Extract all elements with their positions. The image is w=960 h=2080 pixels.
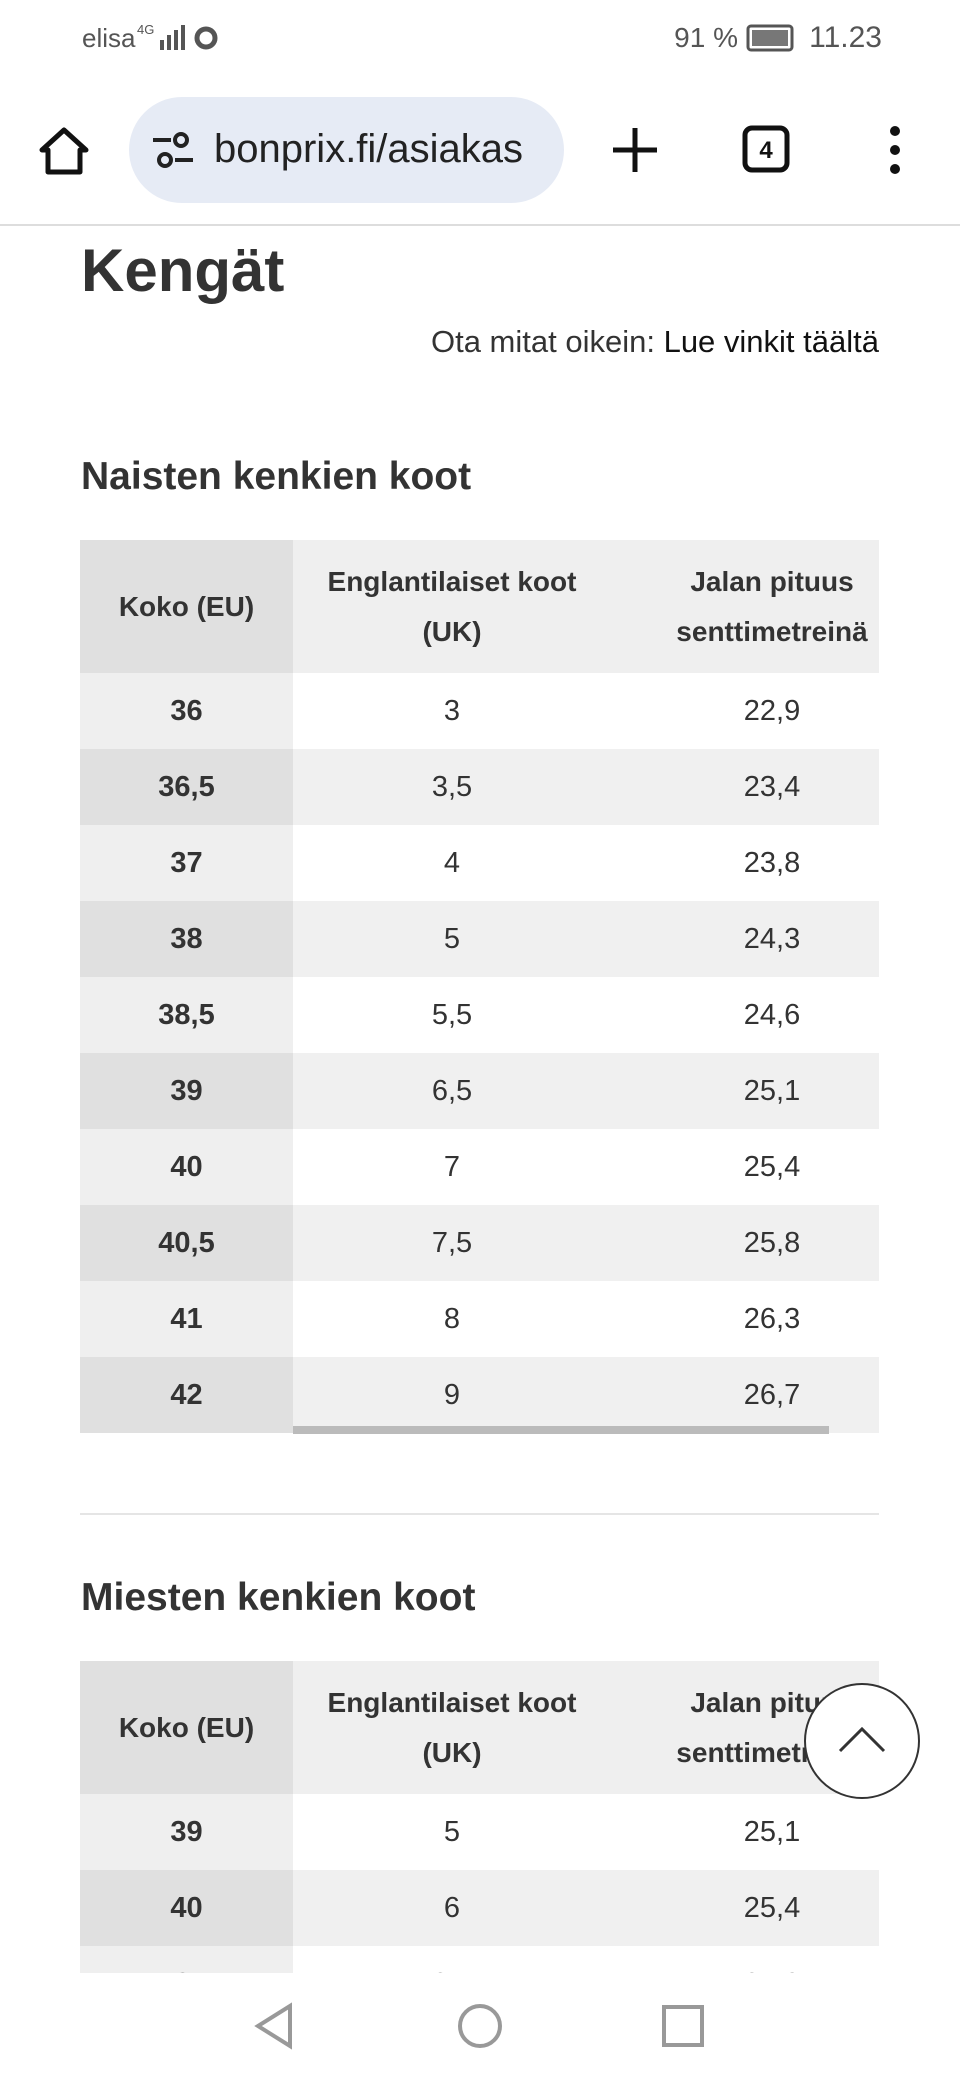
size-cell: 24,3 bbox=[611, 901, 879, 977]
size-cell: 24,6 bbox=[611, 977, 879, 1053]
size-cell: 7,5 bbox=[293, 1205, 611, 1281]
size-row: 42 9 26,7 bbox=[80, 1357, 879, 1433]
size-cell: 5 bbox=[293, 901, 611, 977]
size-cell: 5 bbox=[293, 1794, 611, 1870]
size-row: 37 4 23,8 bbox=[80, 825, 879, 901]
size-row: 36,5 3,5 23,4 bbox=[80, 749, 879, 825]
size-cell: 39 bbox=[80, 1794, 293, 1870]
column-header: Koko (EU) bbox=[80, 540, 293, 673]
section-title: Miesten kenkien koot bbox=[81, 1576, 476, 1619]
size-row: 40 6 25,4 bbox=[80, 1870, 879, 1946]
size-cell: 26,7 bbox=[611, 1357, 879, 1433]
tab-count: 4 bbox=[759, 137, 773, 164]
size-cell: 38,5 bbox=[80, 977, 293, 1053]
size-cell: 3 bbox=[293, 673, 611, 749]
size-row: 40,56,525,8 bbox=[80, 1946, 879, 1973]
page-title: Kengät bbox=[81, 237, 285, 304]
battery-level: 91 % bbox=[674, 22, 738, 53]
address-bar[interactable]: bonprix.fi/asiakas bbox=[129, 97, 564, 203]
carrier: elisa bbox=[82, 23, 136, 53]
size-cell: 25,8 bbox=[611, 1946, 879, 1973]
site-info-icon[interactable] bbox=[151, 130, 195, 170]
size-row: 39 5 25,1 bbox=[80, 1794, 879, 1870]
size-row: 40 7 25,4 bbox=[80, 1129, 879, 1205]
size-cell: 6,5 bbox=[293, 1053, 611, 1129]
size-cell: 8 bbox=[293, 1281, 611, 1357]
size-table-container: Koko (EU) Englantilaiset koot (UK) Jalan p… bbox=[80, 1661, 879, 1973]
size-cell: 41 bbox=[80, 1281, 293, 1357]
size-cell: 26,3 bbox=[611, 1281, 879, 1357]
size-cell: 36 bbox=[80, 673, 293, 749]
section-title: Naisten kenkien koot bbox=[81, 455, 472, 498]
signal-icon bbox=[160, 25, 185, 50]
size-cell: 22,9 bbox=[611, 673, 879, 749]
measure-hint: Ota mitat oikein: Lue vinkit täältä bbox=[431, 324, 879, 360]
size-cell: 40,5 bbox=[80, 1946, 293, 1973]
size-row: 38,5 5,5 24,6 bbox=[80, 977, 879, 1053]
column-header: Jalan pituus senttimetreinä bbox=[611, 1661, 879, 1794]
hint-link[interactable]: Lue vinkit täältä bbox=[663, 324, 879, 359]
size-cell: 6,5 bbox=[293, 1946, 611, 1973]
size-cell: 5,5 bbox=[293, 977, 611, 1053]
size-cell: 42 bbox=[80, 1357, 293, 1433]
size-cell: 40,5 bbox=[80, 1205, 293, 1281]
size-cell: 23,8 bbox=[611, 825, 879, 901]
size-table: Koko (EU) Englantilaiset koot (UK) Jalan p… bbox=[80, 1661, 879, 1973]
size-table-container: Koko (EU) Englantilaiset koot (UK) Jalan p… bbox=[80, 540, 879, 1435]
column-header: Jalan pituus senttimetreinä bbox=[611, 540, 879, 673]
size-cell: 36,5 bbox=[80, 749, 293, 825]
menu-button[interactable] bbox=[890, 126, 900, 174]
size-cell: 37 bbox=[80, 825, 293, 901]
size-cell: 25,1 bbox=[611, 1053, 879, 1129]
size-row: 41 8 26,3 bbox=[80, 1281, 879, 1357]
home-button[interactable] bbox=[39, 127, 89, 175]
size-row: 38 5 24,3 bbox=[80, 901, 879, 977]
size-cell: 25,8 bbox=[611, 1205, 879, 1281]
clock: 11.23 bbox=[809, 21, 882, 54]
tabs-button[interactable] bbox=[742, 125, 790, 173]
column-header: Englantilaiset koot (UK) bbox=[293, 540, 611, 673]
size-cell: 25,1 bbox=[611, 1794, 879, 1870]
size-row: 36 3 22,9 bbox=[80, 673, 879, 749]
new-tab-button[interactable] bbox=[613, 128, 657, 172]
size-cell: 23,4 bbox=[611, 749, 879, 825]
battery-fill bbox=[752, 30, 788, 46]
battery-icon bbox=[746, 24, 794, 52]
size-cell: 7 bbox=[293, 1129, 611, 1205]
column-header: Englantilaiset koot (UK) bbox=[293, 1661, 611, 1794]
size-cell: 39 bbox=[80, 1053, 293, 1129]
size-row: 39 6,5 25,1 bbox=[80, 1053, 879, 1129]
size-table: Koko (EU) Englantilaiset koot (UK) Jalan p… bbox=[80, 540, 879, 1433]
size-cell: 40 bbox=[80, 1870, 293, 1946]
hint-text: Ota mitat oikein: bbox=[430, 324, 655, 359]
size-row: 40,5 7,5 25,8 bbox=[80, 1205, 879, 1281]
size-cell: 25,4 bbox=[611, 1870, 879, 1946]
size-cell: 40 bbox=[80, 1129, 293, 1205]
network: 4G bbox=[137, 22, 154, 37]
size-cell: 6 bbox=[293, 1870, 611, 1946]
header-row: Koko (EU) Englantilaiset koot (UK) Jalan p… bbox=[80, 1661, 879, 1794]
size-cell: 4 bbox=[293, 825, 611, 901]
size-cell: 3,5 bbox=[293, 749, 611, 825]
column-header: Koko (EU) bbox=[80, 1661, 293, 1794]
size-cell: 25,4 bbox=[611, 1129, 879, 1205]
size-cell: 9 bbox=[293, 1357, 611, 1433]
size-cell: 38 bbox=[80, 901, 293, 977]
url: bonprix.fi/asiakas bbox=[214, 127, 524, 171]
settings-icon bbox=[194, 26, 218, 50]
header-row: Koko (EU) Englantilaiset koot (UK) Jalan p… bbox=[80, 540, 879, 673]
